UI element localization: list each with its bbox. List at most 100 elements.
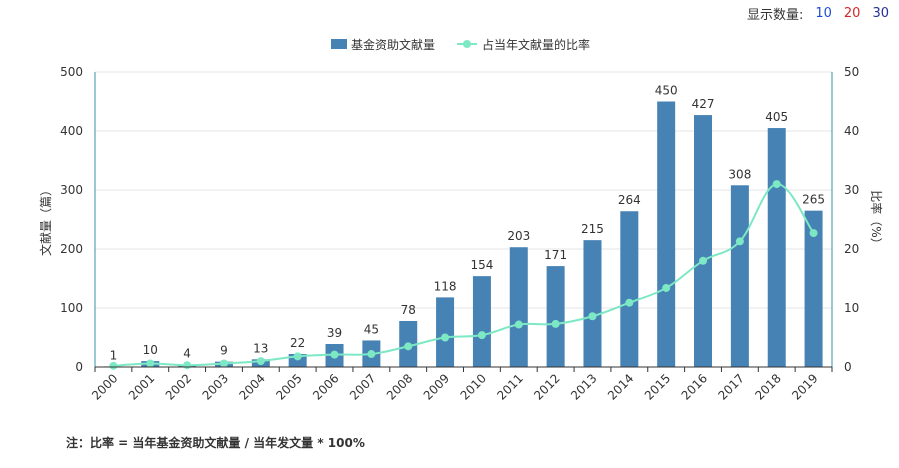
y2-tick-label: 40 bbox=[844, 124, 859, 138]
ratio-point bbox=[183, 361, 192, 370]
bar bbox=[546, 266, 565, 367]
x-tick-label: 2011 bbox=[494, 371, 525, 402]
ratio-point bbox=[625, 298, 634, 307]
bar bbox=[509, 247, 528, 367]
ratio-point bbox=[772, 180, 781, 189]
bar-value-label: 215 bbox=[581, 222, 604, 236]
x-tick-label: 2008 bbox=[384, 371, 415, 402]
ratio-point bbox=[809, 229, 818, 238]
bar-value-label: 203 bbox=[507, 229, 530, 243]
ratio-point bbox=[514, 320, 523, 329]
display-count-30[interactable]: 30 bbox=[872, 6, 889, 21]
bar-value-label: 4 bbox=[183, 347, 191, 361]
bar-value-label: 308 bbox=[728, 167, 751, 181]
ratio-point bbox=[588, 312, 597, 321]
legend-bar-label[interactable]: 基金资助文献量 bbox=[351, 37, 435, 52]
bar-value-label: 405 bbox=[765, 110, 788, 124]
ratio-point bbox=[367, 350, 376, 359]
bar-value-label: 171 bbox=[544, 248, 567, 262]
x-tick-label: 2007 bbox=[347, 371, 378, 402]
grid bbox=[95, 71, 832, 309]
chart: 基金资助文献量 占当年文献量的比率 1 10 4 9 13 22 39 45 78 118 154 2… bbox=[38, 37, 884, 403]
bar bbox=[436, 297, 455, 367]
ratio-point bbox=[551, 319, 560, 328]
y2-tick-label: 10 bbox=[844, 301, 859, 315]
x-tick-label: 2013 bbox=[568, 371, 599, 402]
display-count-10[interactable]: 10 bbox=[815, 6, 832, 21]
bar-value-label: 45 bbox=[364, 322, 379, 336]
display-count-controls: 显示数量: 10 20 30 bbox=[747, 4, 889, 23]
bar-value-label: 13 bbox=[253, 341, 268, 355]
x-tick-label: 2000 bbox=[89, 371, 120, 402]
ratio-line bbox=[109, 180, 818, 370]
x-tick-label: 2010 bbox=[458, 371, 489, 402]
display-count-20[interactable]: 20 bbox=[843, 6, 861, 21]
bar-value-label: 450 bbox=[655, 84, 678, 98]
display-count-label: 显示数量: bbox=[746, 8, 804, 23]
bar-value-label: 264 bbox=[618, 193, 641, 207]
x-tick-label: 2019 bbox=[789, 371, 820, 402]
ratio-point bbox=[330, 350, 339, 359]
bars bbox=[104, 101, 823, 367]
y-tick-label: 100 bbox=[60, 301, 83, 315]
y-tick-label: 400 bbox=[60, 124, 83, 138]
bar-value-label: 427 bbox=[692, 97, 715, 111]
bar bbox=[657, 101, 676, 367]
bar bbox=[472, 276, 491, 367]
y-tick-label: 200 bbox=[60, 242, 83, 256]
ratio-point bbox=[735, 237, 744, 246]
bar-value-label: 39 bbox=[327, 326, 342, 340]
x-tick-label: 2017 bbox=[715, 371, 746, 402]
bar-value-label: 78 bbox=[401, 303, 416, 317]
legend-bar-swatch[interactable] bbox=[331, 39, 347, 49]
ratio-point bbox=[256, 357, 265, 366]
x-tick-label: 2005 bbox=[273, 371, 304, 402]
legend: 基金资助文献量 占当年文献量的比率 bbox=[331, 37, 590, 52]
x-tick-label: 2015 bbox=[642, 371, 673, 402]
x-tick-label: 2002 bbox=[163, 371, 194, 402]
x-tick-label: 2004 bbox=[236, 371, 267, 402]
bar bbox=[620, 211, 639, 367]
ratio-point bbox=[219, 359, 228, 368]
legend-line-marker bbox=[463, 40, 471, 48]
x-tick-label: 2014 bbox=[605, 371, 636, 402]
ratio-point bbox=[662, 283, 671, 292]
x-tick-label: 2009 bbox=[421, 371, 452, 402]
x-tick-label: 2006 bbox=[310, 371, 341, 402]
y-tick-label: 300 bbox=[60, 183, 83, 197]
bar-value-label: 118 bbox=[434, 279, 457, 293]
legend-line-label[interactable]: 占当年文献量的比率 bbox=[482, 37, 590, 52]
bar-value-label: 22 bbox=[290, 336, 305, 350]
bar-value-label: 10 bbox=[143, 343, 158, 357]
bar bbox=[804, 210, 823, 367]
ratio-point bbox=[109, 361, 118, 370]
y2-tick-label: 20 bbox=[844, 242, 859, 256]
bar bbox=[730, 185, 749, 367]
y-tick-label: 0 bbox=[75, 360, 83, 374]
ratio-point bbox=[293, 352, 302, 361]
bar-value-label: 9 bbox=[220, 344, 228, 358]
x-tick-label: 2012 bbox=[531, 371, 562, 402]
x-tick-label: 2016 bbox=[679, 371, 710, 402]
x-tick-label: 2003 bbox=[200, 371, 231, 402]
bar bbox=[767, 128, 786, 367]
y2-tick-label: 30 bbox=[844, 183, 859, 197]
ratio-point bbox=[441, 333, 450, 342]
bar-value-label: 154 bbox=[470, 258, 493, 272]
x-tick-label: 2001 bbox=[126, 371, 157, 402]
bar-value-label: 1 bbox=[110, 348, 118, 362]
bar-value-label: 265 bbox=[802, 193, 825, 207]
ratio-point bbox=[477, 331, 486, 340]
bar bbox=[583, 240, 602, 367]
x-tick-label: 2018 bbox=[752, 371, 783, 402]
footnote: 注：比率 = 当年基金资助文献量 / 当年发文量 * 100% bbox=[66, 436, 365, 450]
ratio-point bbox=[146, 359, 155, 368]
bar-labels: 1 10 4 9 13 22 39 45 78 118 154 203 171 215 264 450 427 3… bbox=[110, 84, 825, 363]
y-tick-label: 500 bbox=[60, 65, 83, 79]
ratio-point bbox=[699, 256, 708, 265]
bar bbox=[694, 115, 713, 367]
y2-axis-title: 比率（%） bbox=[869, 190, 884, 249]
ratio-point bbox=[404, 342, 413, 351]
y2-tick-label: 0 bbox=[844, 360, 852, 374]
y2-tick-label: 50 bbox=[844, 65, 859, 79]
